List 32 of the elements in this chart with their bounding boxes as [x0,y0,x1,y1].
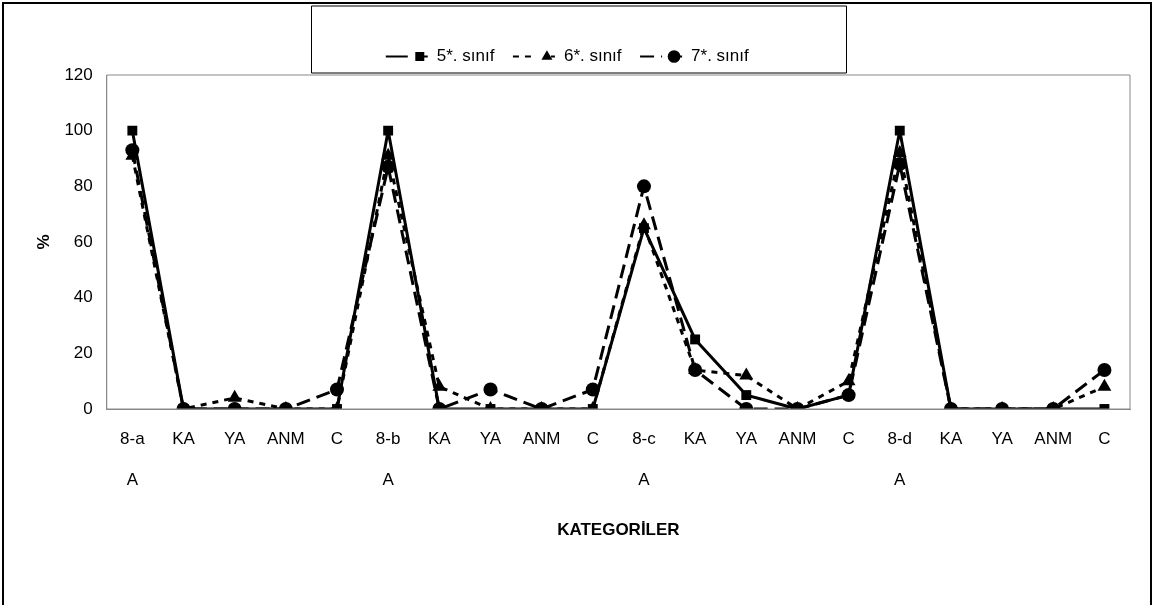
x-tick-label: YA [991,429,1014,449]
y-tick-label: 20 [73,343,93,363]
y-tick-label: 80 [73,176,93,196]
y-tick-label: 120 [64,64,93,84]
x-tick-label: YA [223,429,247,449]
y-tick-label: 100 [64,120,93,140]
x-tick-label: C [1098,429,1111,449]
x-tick-label: ANM [266,429,305,449]
x-tick-label: KA [939,429,963,449]
x-tick-label: ANM [1034,429,1073,449]
x-tick-label: C [842,429,855,449]
x-tick-label: ANM [522,429,561,449]
y-tick-label: 0 [83,398,93,418]
category-label: 8-d A [887,429,913,489]
legend-label: 6*. sınıf [563,46,622,66]
x-tick-label: C [586,429,599,449]
x-tick-label: KA [172,429,196,449]
category-label: 8-c A [632,429,656,489]
x-tick-label: KA [427,429,452,449]
y-tick-label: 40 [73,287,93,307]
y-tick-label: 60 [73,231,93,251]
x-tick-label: ANM [778,429,817,449]
legend-label: 5*. sınıf [436,46,495,66]
x-axis-title: KATEGORİLER [557,520,680,540]
x-tick-label: YA [735,429,758,449]
x-tick-label: KA [683,429,708,449]
category-label: 8-b A [375,429,401,489]
y-axis-title: % [33,234,53,250]
x-tick-label: YA [479,429,502,449]
category-label: 8-a A [120,429,145,489]
x-tick-label: C [330,429,344,449]
legend-label: 7*. sınıf [691,46,749,66]
